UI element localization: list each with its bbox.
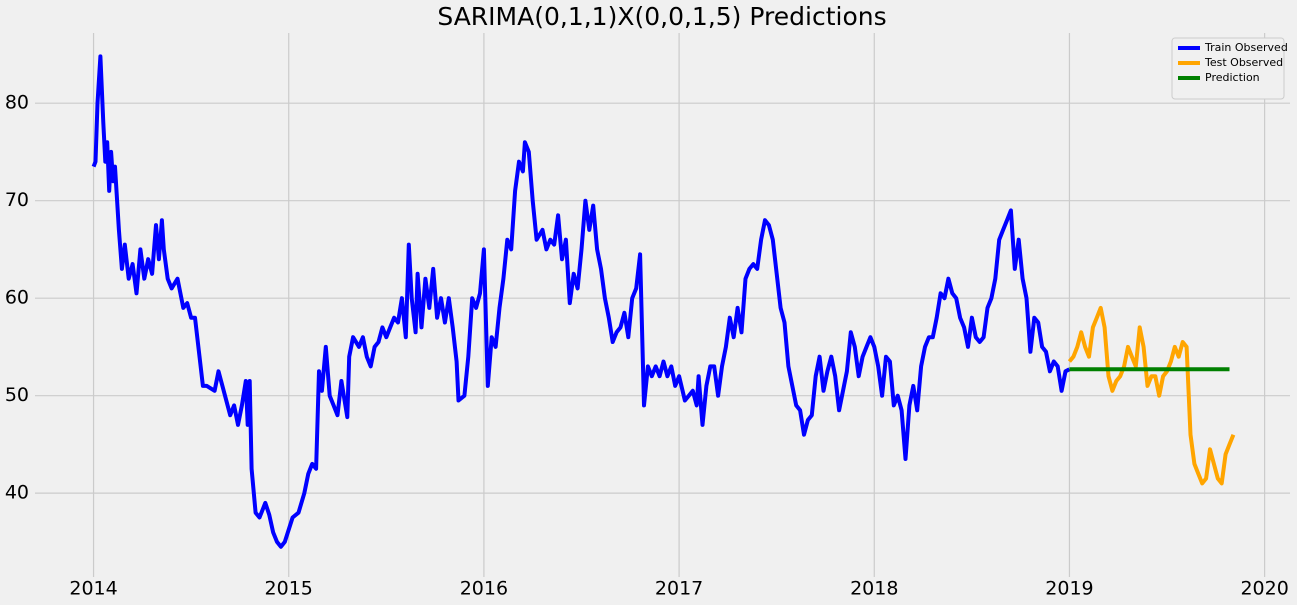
legend-label: Prediction [1205,71,1260,84]
x-tick-label: 2016 [460,578,508,600]
series-line [1067,305,1236,486]
y-tick-label: 70 [5,189,29,211]
y-tick-label: 50 [5,384,29,406]
plot-area [35,33,1290,577]
legend-label: Test Observed [1204,56,1283,69]
x-tick-label: 2014 [69,578,117,600]
x-tick-label: 2017 [655,578,703,600]
y-tick-label: 40 [5,482,29,504]
x-tick-label: 2020 [1240,578,1288,600]
x-tick-label: 2015 [265,578,313,600]
x-tick-label: 2019 [1045,578,1093,600]
x-tick-label: 2018 [850,578,898,600]
legend-label: Train Observed [1204,41,1288,54]
legend-box [1171,37,1285,100]
y-tick-label: 60 [5,287,29,309]
y-tick-label: 80 [5,92,29,114]
chart-title: SARIMA(0,1,1)X(0,0,1,5) Predictions [437,2,886,31]
series-line [91,54,1071,549]
